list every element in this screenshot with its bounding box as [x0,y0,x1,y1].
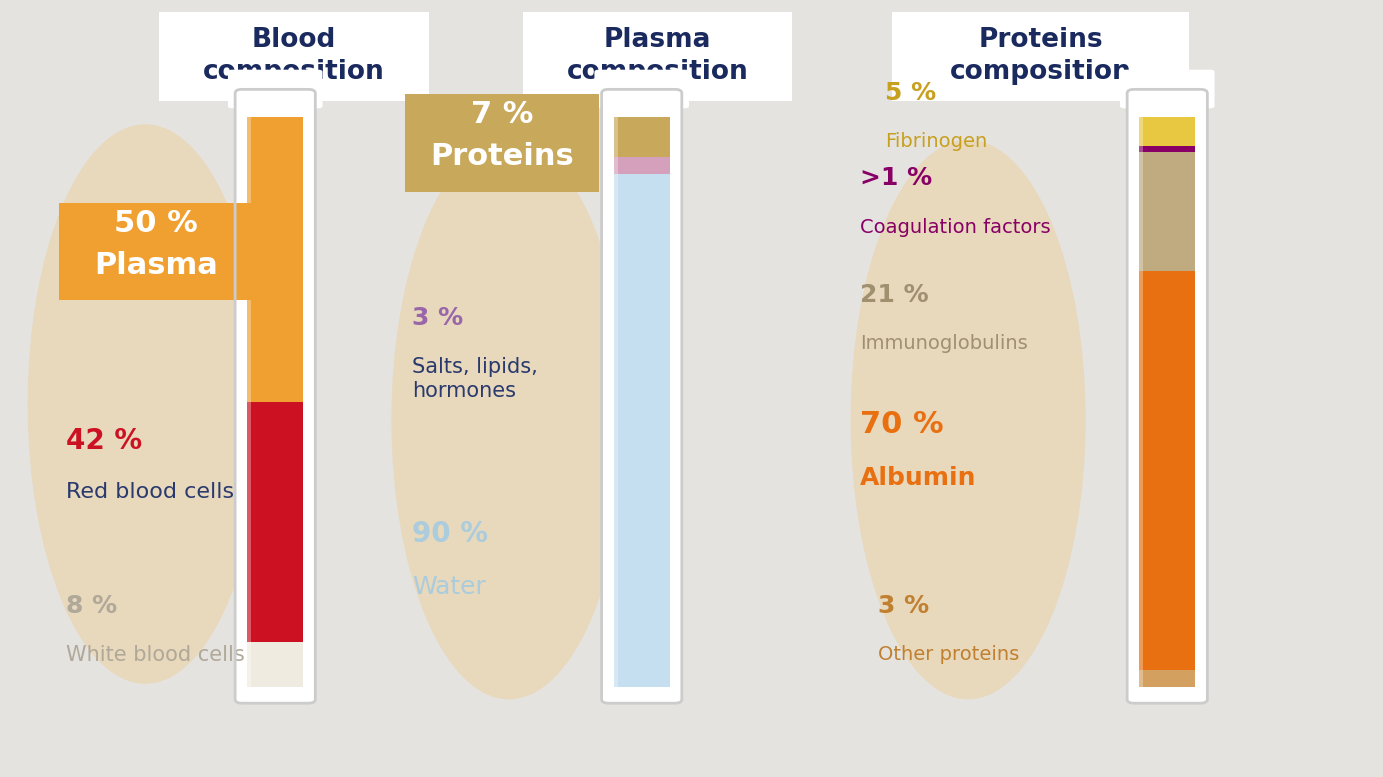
Text: 90 %: 90 % [412,520,488,548]
Bar [1140,117,1144,687]
Text: 42 %: 42 % [66,427,142,455]
Text: White blood cells: White blood cells [66,645,245,665]
Text: Proteins: Proteins [430,142,574,171]
FancyBboxPatch shape [595,70,689,108]
Bar [248,402,303,642]
Text: Coagulation factors: Coagulation factors [860,218,1051,236]
Bar [614,158,669,175]
Bar [1140,152,1195,271]
Bar [248,117,252,687]
FancyBboxPatch shape [892,12,1189,101]
Text: Fibrinogen: Fibrinogen [885,132,987,151]
FancyBboxPatch shape [228,70,322,108]
Text: 21 %: 21 % [860,283,929,307]
Text: Salts, lipids,
hormones: Salts, lipids, hormones [412,357,538,401]
Bar [1140,146,1195,152]
Text: 70 %: 70 % [860,410,943,439]
Ellipse shape [28,124,263,684]
Ellipse shape [391,140,626,699]
Bar [614,117,618,687]
FancyBboxPatch shape [235,89,315,703]
Text: Plasma: Plasma [94,251,219,280]
Text: 5 %: 5 % [885,81,936,105]
Ellipse shape [851,140,1086,699]
Bar [248,117,303,402]
Bar [1140,670,1195,687]
FancyBboxPatch shape [405,94,599,191]
Bar [614,175,669,687]
Bar [1140,271,1195,670]
Text: Proteins
composition: Proteins composition [950,27,1131,85]
FancyBboxPatch shape [602,89,682,703]
Text: 3 %: 3 % [878,594,929,618]
Text: Plasma
composition: Plasma composition [567,27,748,85]
FancyBboxPatch shape [1120,70,1214,108]
Text: Albumin: Albumin [860,466,976,490]
Text: 50 %: 50 % [115,209,198,238]
FancyBboxPatch shape [59,203,253,300]
Text: 3 %: 3 % [412,306,463,330]
Text: 7 %: 7 % [470,100,534,129]
Text: Water: Water [412,575,485,599]
Bar [1140,117,1195,146]
Text: >1 %: >1 % [860,166,932,190]
Text: Red blood cells: Red blood cells [66,482,235,502]
Bar [614,117,669,158]
Bar [248,642,303,687]
FancyBboxPatch shape [159,12,429,101]
Text: 8 %: 8 % [66,594,118,618]
Text: Other proteins: Other proteins [878,645,1019,664]
FancyBboxPatch shape [523,12,792,101]
FancyBboxPatch shape [1127,89,1207,703]
Text: Blood
composition: Blood composition [203,27,384,85]
Text: Immunoglobulins: Immunoglobulins [860,334,1028,353]
